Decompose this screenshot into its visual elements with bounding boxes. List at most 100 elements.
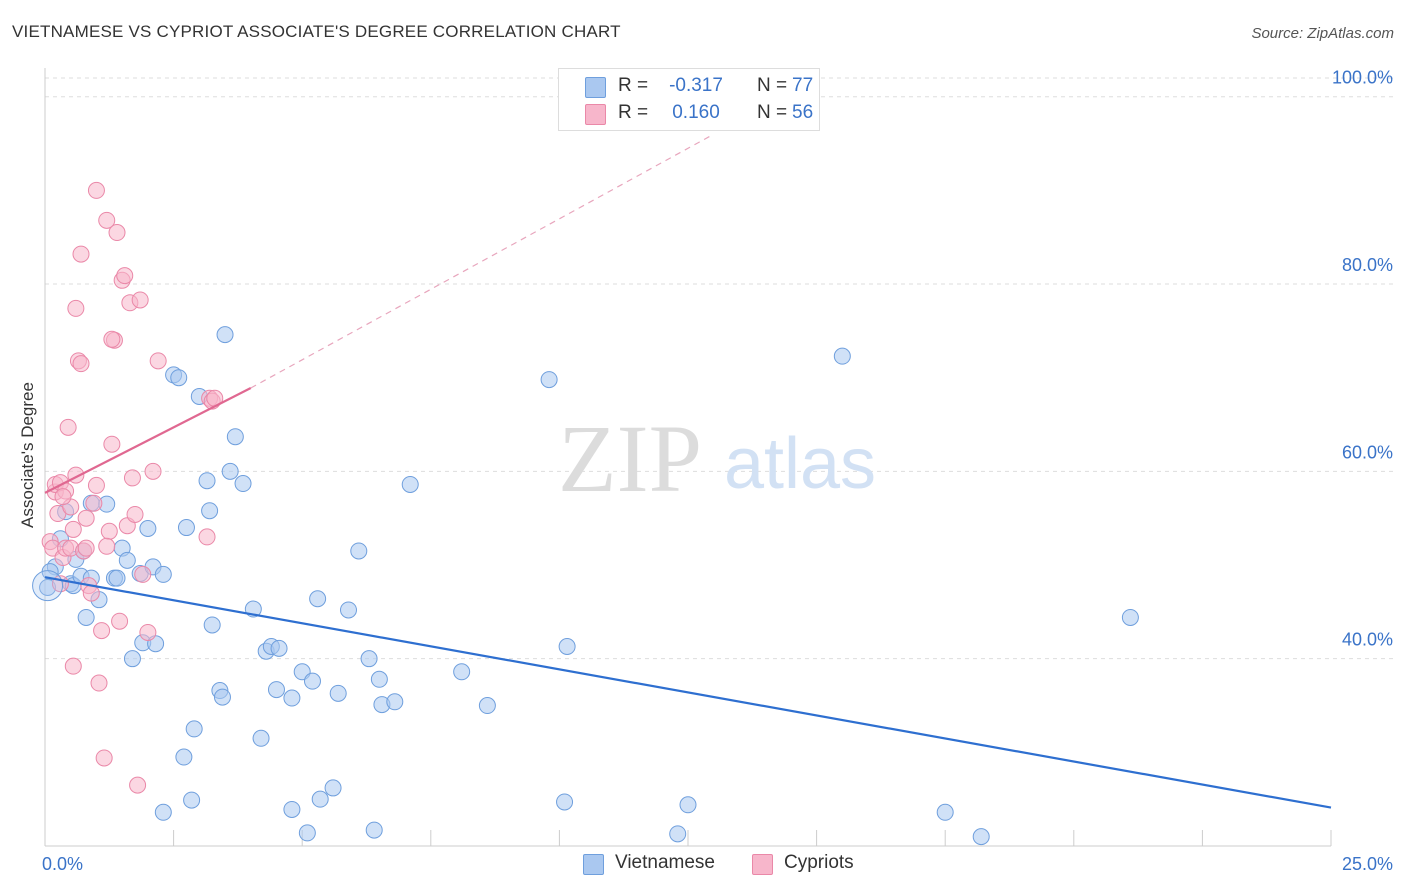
- vietnamese-point: [303, 672, 321, 690]
- chart-title: VIETNAMESE VS CYPRIOT ASSOCIATE'S DEGREE…: [12, 22, 621, 41]
- vietnamese-point: [401, 475, 419, 493]
- vietnamese-trend-line: [44, 576, 1332, 809]
- cypriots-point: [93, 622, 111, 640]
- points-layer: [32, 181, 1139, 846]
- vietnamese-point: [558, 638, 576, 656]
- trend-layer: [44, 133, 1332, 809]
- cypriots-point: [103, 435, 121, 453]
- vietnamese-point: [234, 475, 252, 493]
- cypriots-point: [149, 352, 167, 370]
- cypriots-point: [87, 476, 105, 494]
- correlation-legend: R = -0.317 N = 77 R = 0.160 N = 56: [558, 68, 820, 131]
- legend-n-value-vietnamese: 77: [792, 75, 814, 96]
- vietnamese-point: [386, 693, 404, 711]
- legend-r-value-vietnamese: -0.317: [669, 75, 723, 96]
- cypriots-point: [59, 418, 77, 436]
- vietnamese-point: [453, 663, 471, 681]
- legend-n-label: N =: [757, 75, 788, 96]
- cypriots-trend-extension: [250, 133, 715, 389]
- vietnamese-point: [556, 793, 574, 811]
- vietnamese-point: [370, 670, 388, 688]
- x-tick-label: 25.0%: [1342, 854, 1393, 874]
- cypriots-point: [198, 528, 216, 546]
- cypriots-point: [77, 539, 95, 557]
- watermark-zip: ZIP: [558, 405, 702, 512]
- series-swatch-cypriots: [752, 854, 773, 875]
- vietnamese-point: [118, 551, 136, 569]
- vietnamese-point: [221, 462, 239, 480]
- vietnamese-point: [350, 542, 368, 560]
- vietnamese-point: [154, 803, 172, 821]
- cypriots-point: [100, 522, 118, 540]
- vietnamese-point: [170, 369, 188, 387]
- cypriots-point: [77, 509, 95, 527]
- legend-r-label: R =: [618, 102, 649, 123]
- watermark-atlas: atlas: [724, 424, 876, 504]
- cypriots-point: [144, 462, 162, 480]
- series-label-vietnamese: Vietnamese: [615, 852, 715, 873]
- cypriots-trend-line: [44, 387, 252, 494]
- series-swatch-vietnamese: [583, 854, 604, 875]
- legend-r-label: R =: [618, 75, 649, 96]
- legend-r-value-cypriots: 0.160: [672, 102, 720, 123]
- vietnamese-point: [213, 688, 231, 706]
- vietnamese-point: [1121, 608, 1139, 626]
- y-tick-label: 80.0%: [1342, 255, 1393, 275]
- cypriots-point: [67, 299, 85, 317]
- vietnamese-point: [360, 650, 378, 668]
- vietnamese-point: [108, 569, 126, 587]
- vietnamese-point: [329, 684, 347, 702]
- vietnamese-point: [540, 371, 558, 389]
- cypriots-point: [54, 488, 72, 506]
- cypriots-point: [72, 245, 90, 263]
- vietnamese-point: [833, 347, 851, 365]
- vietnamese-point: [183, 791, 201, 809]
- vietnamese-point: [201, 502, 219, 520]
- vietnamese-point: [270, 639, 288, 657]
- y-tick-label: 100.0%: [1332, 68, 1393, 88]
- vietnamese-point: [972, 828, 990, 846]
- vietnamese-point: [139, 519, 157, 537]
- cypriots-point: [116, 267, 134, 285]
- cypriots-point: [85, 494, 103, 512]
- cypriots-point: [64, 657, 82, 675]
- cypriots-point: [123, 469, 141, 487]
- axis-layer: [44, 68, 1332, 847]
- cypriots-point: [134, 565, 152, 583]
- vietnamese-point: [936, 803, 954, 821]
- cypriots-point: [126, 505, 144, 523]
- cypriots-point: [111, 612, 129, 630]
- source-credit: Source: ZipAtlas.com: [1251, 25, 1394, 42]
- y-tick-label: 60.0%: [1342, 442, 1393, 462]
- cypriots-point: [95, 749, 113, 767]
- vietnamese-point: [679, 796, 697, 814]
- tick-label-layer: 100.0% 80.0% 60.0% 40.0% 0.0% 25.0%: [42, 68, 1393, 874]
- vietnamese-point: [478, 697, 496, 715]
- watermark: ZIP atlas: [558, 405, 876, 512]
- cypriots-point: [64, 520, 82, 538]
- vietnamese-cluster-point: [32, 570, 64, 602]
- y-tick-label: 40.0%: [1342, 630, 1393, 650]
- vietnamese-point: [252, 729, 270, 747]
- vietnamese-point: [203, 616, 221, 634]
- vietnamese-point: [226, 428, 244, 446]
- vietnamese-point: [669, 825, 687, 843]
- cypriots-point: [129, 776, 147, 794]
- cypriots-point: [131, 291, 149, 309]
- legend-swatch-cypriots: [585, 104, 606, 125]
- vietnamese-point: [177, 519, 195, 537]
- cypriots-point: [72, 355, 90, 373]
- vietnamese-point: [154, 565, 172, 583]
- cypriots-point: [87, 181, 105, 199]
- vietnamese-point: [216, 326, 234, 344]
- vietnamese-point: [198, 472, 216, 490]
- legend-swatch-vietnamese: [585, 77, 606, 98]
- vietnamese-point: [339, 601, 357, 619]
- series-label-cypriots: Cypriots: [784, 852, 854, 873]
- grid-layer: [45, 77, 1393, 660]
- vietnamese-point: [267, 681, 285, 699]
- vietnamese-point: [123, 650, 141, 668]
- vietnamese-point: [77, 608, 95, 626]
- vietnamese-point: [175, 748, 193, 766]
